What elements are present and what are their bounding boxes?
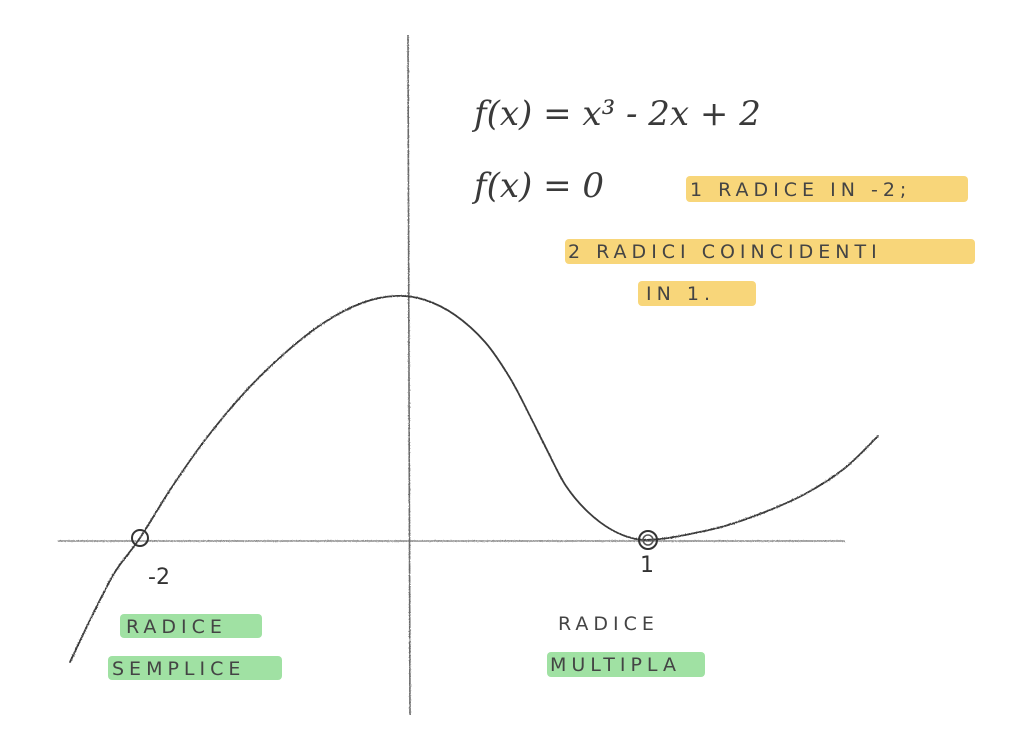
y-axis [407, 34, 411, 716]
note-root-double-line1: 2 RADICI COINCIDENTI [568, 241, 882, 263]
formula-definition: f(x) = x³ - 2x + 2 [471, 94, 761, 134]
note-root-double-line2: IN 1. [646, 283, 715, 305]
root-markers [131, 529, 658, 550]
highlight-right-caption-2 [547, 652, 705, 677]
caption-right-line1: RADICE [558, 613, 659, 635]
note-root-single: 1 RADICE IN -2; [690, 179, 911, 201]
highlight-left-caption-1 [120, 614, 262, 638]
caption-left-line1: RADICE [126, 616, 227, 638]
caption-left-line2: SEMPLICE [112, 658, 245, 680]
highlight-left-caption-2 [108, 656, 282, 680]
formula-equation: f(x) = 0 [471, 166, 604, 206]
caption-right-line2: MULTIPLA [550, 654, 681, 676]
highlight-root-single [686, 176, 968, 202]
highlights [108, 176, 975, 680]
label-root-one: 1 [640, 553, 654, 578]
function-curve [69, 294, 879, 663]
root-marker-right-inner [642, 534, 654, 546]
axes [58, 34, 845, 716]
root-marker-left [131, 529, 149, 547]
highlight-root-double-line2 [638, 281, 756, 306]
highlight-root-double-line1 [565, 239, 975, 264]
root-marker-right [638, 530, 658, 550]
label-root-minus-two: -2 [148, 565, 170, 590]
